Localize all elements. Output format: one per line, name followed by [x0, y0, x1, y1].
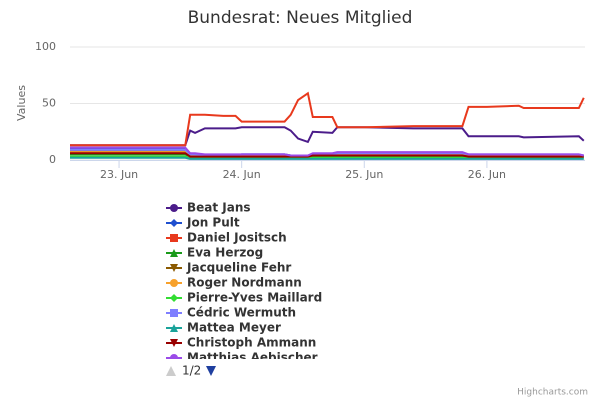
y-tick-label: 50: [42, 97, 56, 110]
pager-down[interactable]: [206, 366, 216, 376]
legend-label: Roger Nordmann: [187, 276, 302, 290]
x-tick-label: 23. Jun: [100, 168, 138, 181]
legend-label: Mattea Meyer: [187, 321, 281, 335]
legend-item[interactable]: Mattea Meyer: [166, 321, 281, 335]
legend-item[interactable]: Eva Herzog: [166, 246, 263, 260]
series-line: [70, 91, 585, 147]
legend-label: Matthias Aebischer: [187, 351, 318, 365]
legend-label: Jon Pult: [186, 216, 240, 230]
series-line: [70, 146, 584, 157]
series-line: [70, 152, 584, 158]
legend-item[interactable]: Roger Nordmann: [166, 276, 302, 290]
legend-marker: [170, 279, 178, 287]
legend-label: Pierre-Yves Maillard: [187, 291, 322, 305]
legend-marker: [170, 294, 178, 302]
legend-item[interactable]: Cédric Wermuth: [166, 306, 296, 320]
pager-text: 1/2: [182, 364, 201, 378]
legend-label: Cédric Wermuth: [187, 306, 296, 320]
legend-marker: [170, 339, 178, 347]
legend-label: Beat Jans: [187, 201, 251, 215]
legend-marker: [170, 234, 178, 242]
legend-marker: [170, 324, 178, 332]
credits: Highcharts.com: [517, 388, 588, 398]
legend-item[interactable]: Matthias Aebischer: [166, 351, 318, 365]
legend-label: Daniel Jositsch: [187, 231, 287, 245]
legend-item[interactable]: Jacqueline Fehr: [166, 261, 291, 275]
legend-marker: [170, 249, 178, 257]
series-line: [70, 155, 584, 159]
legend-item[interactable]: Jon Pult: [166, 216, 240, 230]
x-tick-label: 24. Jun: [223, 168, 261, 181]
legend-marker: [170, 264, 178, 272]
series-line: [70, 126, 585, 147]
legend-label: Christoph Ammann: [187, 336, 316, 350]
series-line: [70, 156, 584, 160]
x-tick-label: 25. Jun: [345, 168, 383, 181]
legend-marker: [170, 309, 178, 317]
y-axis-title: Values: [15, 85, 28, 121]
legend-marker: [170, 219, 178, 227]
legend-item[interactable]: Beat Jans: [166, 201, 251, 215]
y-tick-label: 100: [35, 40, 56, 53]
y-tick-label: 0: [49, 153, 56, 166]
legend-item[interactable]: Christoph Ammann: [166, 336, 316, 350]
x-tick-label: 26. Jun: [468, 168, 506, 181]
legend-label: Eva Herzog: [187, 246, 263, 260]
legend-marker: [170, 354, 178, 359]
legend-marker: [170, 204, 178, 212]
pager-up[interactable]: [166, 366, 176, 376]
legend-item[interactable]: Daniel Jositsch: [166, 231, 287, 245]
chart-title: Bundesrat: Neues Mitglied: [188, 8, 413, 28]
legend-label: Jacqueline Fehr: [186, 261, 291, 275]
legend-item[interactable]: Pierre-Yves Maillard: [166, 291, 322, 305]
